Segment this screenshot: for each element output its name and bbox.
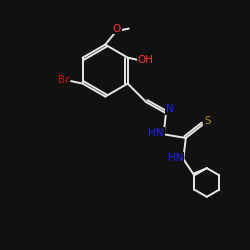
- Text: Br: Br: [58, 75, 70, 85]
- Text: HN: HN: [148, 128, 164, 138]
- Text: HN: HN: [168, 153, 184, 163]
- Text: N: N: [166, 104, 173, 114]
- Text: S: S: [204, 116, 211, 126]
- Text: OH: OH: [138, 55, 154, 65]
- Text: O: O: [113, 24, 121, 34]
